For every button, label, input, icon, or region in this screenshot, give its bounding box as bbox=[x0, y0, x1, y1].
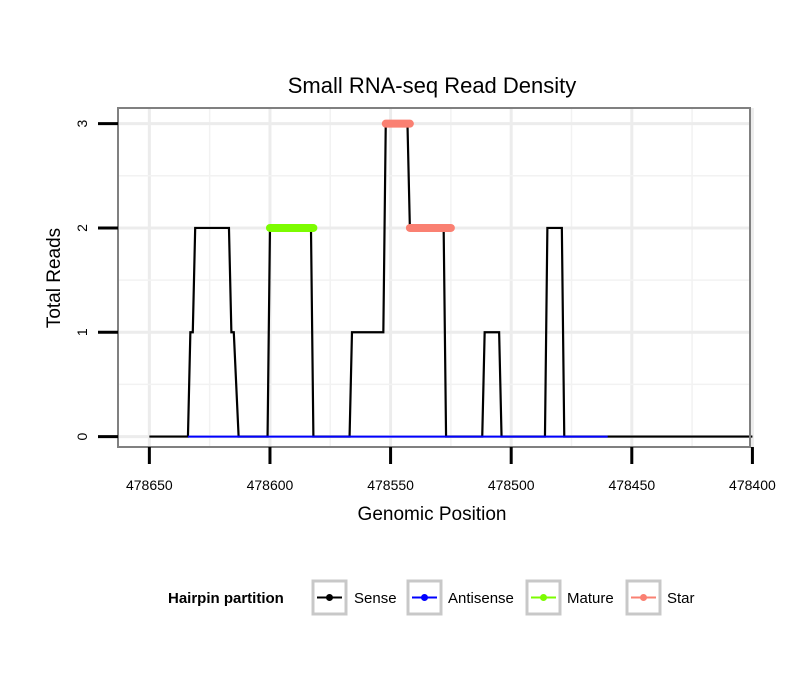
legend-point-antisense bbox=[421, 594, 428, 601]
plot-panel-background bbox=[118, 108, 750, 447]
legend-label-sense: Sense bbox=[354, 590, 397, 607]
legend-title: Hairpin partition bbox=[168, 590, 284, 607]
legend-label-antisense: Antisense bbox=[448, 590, 514, 607]
x-tick-label: 478400 bbox=[729, 477, 776, 493]
y-tick-label: 2 bbox=[74, 224, 90, 232]
y-tick-label: 0 bbox=[74, 432, 90, 440]
x-tick-label: 478500 bbox=[488, 477, 535, 493]
x-tick-label: 478600 bbox=[247, 477, 294, 493]
series-layer bbox=[149, 119, 753, 438]
series-line-sense bbox=[149, 122, 753, 438]
legend-point-mature bbox=[540, 594, 547, 601]
legend-label-star: Star bbox=[667, 590, 695, 607]
x-tick-label: 478450 bbox=[608, 477, 655, 493]
chart-title: Small RNA-seq Read Density bbox=[288, 73, 577, 98]
x-axis: 478650 478600 478550 478500 478450 478400 bbox=[126, 447, 776, 493]
legend-point-star bbox=[640, 594, 647, 601]
x-axis-title: Genomic Position bbox=[358, 504, 507, 525]
legend-label-mature: Mature bbox=[567, 590, 614, 607]
y-tick-label: 1 bbox=[74, 328, 90, 336]
y-axis: 0 1 2 3 bbox=[74, 120, 118, 440]
y-axis-title: Total Reads bbox=[44, 228, 65, 328]
legend-point-sense bbox=[326, 594, 333, 601]
plot-panel-border bbox=[117, 107, 751, 448]
x-tick-label: 478650 bbox=[126, 477, 173, 493]
legend: Hairpin partition Sense Antisense Mature St… bbox=[168, 579, 695, 616]
y-tick-label: 3 bbox=[74, 120, 90, 128]
x-tick-label: 478550 bbox=[367, 477, 414, 493]
